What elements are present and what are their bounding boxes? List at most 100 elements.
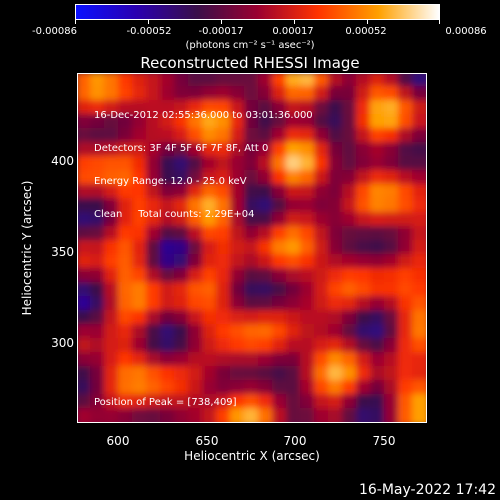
image-pixel [230, 156, 248, 174]
image-pixel [132, 156, 150, 174]
image-pixel [202, 86, 220, 104]
image-pixel [216, 86, 234, 104]
image-pixel [244, 380, 262, 398]
image-pixel [398, 114, 416, 132]
image-pixel [132, 310, 150, 328]
image-pixel [230, 282, 248, 300]
image-pixel [258, 226, 276, 244]
image-pixel [328, 142, 346, 160]
image-pixel [286, 296, 304, 314]
image-pixel [258, 310, 276, 328]
image-pixel [230, 226, 248, 244]
image-pixel [244, 240, 262, 258]
image-pixel [314, 240, 332, 258]
image-pixel [146, 114, 164, 132]
image-pixel [160, 380, 178, 398]
image-pixel [272, 226, 290, 244]
image-pixel [230, 100, 248, 118]
image-pixel [146, 296, 164, 314]
image-pixel [230, 184, 248, 202]
image-pixel [160, 394, 178, 412]
image-pixel [412, 86, 426, 104]
image-pixel [342, 380, 360, 398]
image-pixel [314, 156, 332, 174]
image-pixel [300, 268, 318, 286]
image-pixel [412, 100, 426, 118]
image-pixel [328, 296, 346, 314]
image-pixel [118, 156, 136, 174]
image-pixel [286, 380, 304, 398]
image-pixel [230, 240, 248, 258]
image-pixel [104, 226, 122, 244]
image-pixel [398, 310, 416, 328]
image-pixel [132, 268, 150, 286]
image-pixel [104, 408, 122, 422]
image-pixel [132, 100, 150, 118]
image-pixel [342, 212, 360, 230]
image-pixel [342, 282, 360, 300]
image-pixel [202, 170, 220, 188]
image-pixel [202, 310, 220, 328]
image-pixel [258, 352, 276, 370]
image-pixel [90, 142, 108, 160]
image-pixel [174, 184, 192, 202]
image-pixel [384, 184, 402, 202]
image-pixel [384, 198, 402, 216]
peak-position-label: Position of Peak = [738,409] [94, 397, 237, 408]
image-pixel [286, 86, 304, 104]
image-pixel [370, 282, 388, 300]
image-pixel [300, 198, 318, 216]
image-pixel [230, 324, 248, 342]
image-pixel [202, 324, 220, 342]
image-pixel [230, 142, 248, 160]
image-pixel [230, 310, 248, 328]
image-pixel [132, 198, 150, 216]
image-pixel [328, 170, 346, 188]
image-pixel [118, 254, 136, 272]
image-pixel [104, 296, 122, 314]
image-pixel [132, 226, 150, 244]
colorbar-tickmark [439, 20, 440, 24]
image-pixel [412, 394, 426, 412]
image-pixel [300, 282, 318, 300]
image-pixel [132, 184, 150, 202]
image-pixel [412, 296, 426, 314]
image-pixel [272, 282, 290, 300]
image-pixel [258, 282, 276, 300]
image-pixel [384, 254, 402, 272]
image-pixel [244, 86, 262, 104]
image-pixel [244, 198, 262, 216]
image-pixel [244, 226, 262, 244]
image-pixel [328, 100, 346, 118]
image-pixel [202, 184, 220, 202]
image-pixel [146, 268, 164, 286]
image-pixel [356, 324, 374, 342]
image-pixel [342, 114, 360, 132]
image-pixel [174, 240, 192, 258]
image-pixel [160, 198, 178, 216]
image-pixel [258, 156, 276, 174]
image-pixel [328, 212, 346, 230]
image-pixel [90, 156, 108, 174]
image-pixel [160, 226, 178, 244]
image-pixel [300, 114, 318, 132]
image-pixel [160, 282, 178, 300]
image-pixel [286, 184, 304, 202]
image-pixel [272, 114, 290, 132]
image-pixel [272, 352, 290, 370]
image-pixel [300, 128, 318, 146]
image-pixel [188, 156, 206, 174]
image-pixel [356, 254, 374, 272]
image-pixel [314, 142, 332, 160]
image-pixel [272, 128, 290, 146]
image-pixel [146, 184, 164, 202]
image-pixel [90, 282, 108, 300]
image-pixel [356, 408, 374, 422]
image-pixel [356, 156, 374, 174]
image-pixel [398, 352, 416, 370]
image-pixel [328, 352, 346, 370]
image-pixel [132, 324, 150, 342]
image-pixel [104, 170, 122, 188]
image-pixel [104, 324, 122, 342]
image-pixel [328, 338, 346, 356]
